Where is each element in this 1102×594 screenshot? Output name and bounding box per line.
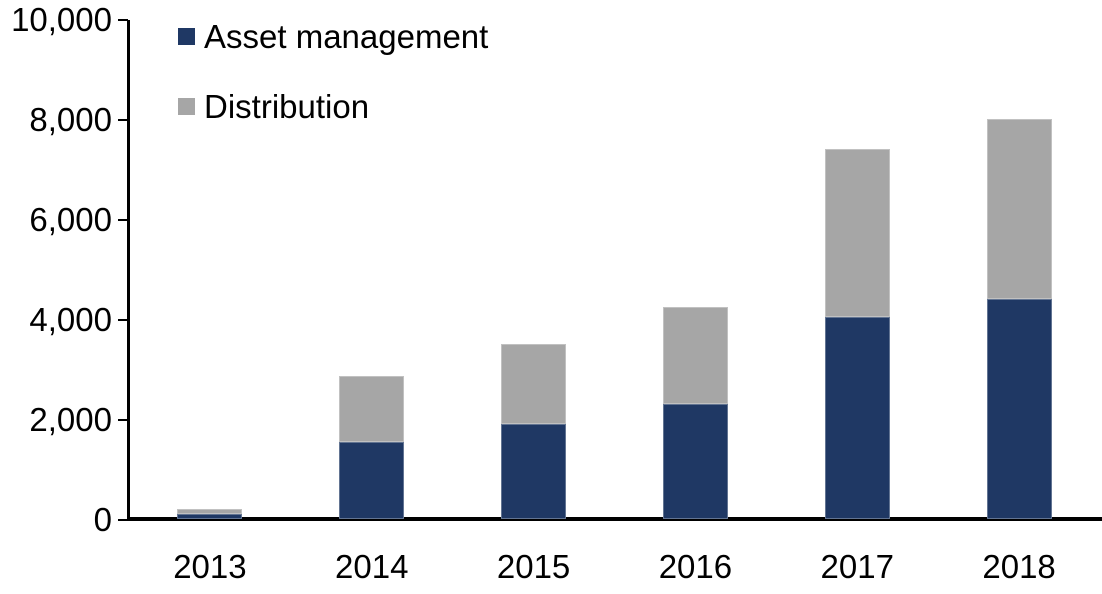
x-axis-label: 2017: [820, 548, 894, 585]
x-axis-label: 2016: [658, 548, 733, 585]
bar-segment-asset-management-2016: [662, 404, 728, 519]
legend-swatch-asset-management: [178, 28, 195, 45]
bar-segment-distribution-2018: [986, 119, 1052, 299]
y-axis-tick-label: 6,000: [29, 201, 112, 238]
y-axis-tick-label: 8,000: [29, 101, 112, 138]
bar-segment-asset-management-2014: [339, 441, 405, 519]
bar-segment-distribution-2016: [662, 306, 728, 404]
y-axis-tick: [118, 519, 128, 521]
bar-segment-distribution-2014: [339, 375, 405, 442]
y-axis-tick: [118, 119, 128, 121]
bar-segment-asset-management-2013: [177, 514, 243, 519]
x-axis-label: 2018: [982, 548, 1056, 585]
legend-label: Asset management: [204, 18, 489, 55]
y-axis-tick: [118, 19, 128, 21]
legend-label: Distribution: [204, 88, 370, 125]
y-axis-line: [127, 20, 130, 521]
bar-segment-distribution-2017: [824, 149, 890, 317]
x-axis-label: 2014: [335, 548, 409, 585]
bar-segment-asset-management-2017: [824, 316, 890, 519]
y-axis-tick-label: 2,000: [29, 401, 112, 438]
x-axis-label: 2013: [173, 548, 247, 585]
y-axis-tick: [118, 319, 128, 321]
x-axis-line: [127, 517, 1102, 521]
bar-segment-asset-management-2018: [986, 299, 1052, 519]
x-axis-label: 2015: [496, 548, 571, 585]
y-axis-tick: [118, 419, 128, 421]
bar-segment-asset-management-2015: [501, 424, 567, 519]
y-axis-tick-label: 10,000: [11, 1, 112, 38]
y-axis-tick: [118, 219, 128, 221]
y-axis-tick-label: 4,000: [29, 301, 112, 338]
legend-swatch-distribution: [178, 98, 195, 115]
bar-segment-distribution-2015: [501, 344, 567, 424]
y-axis-tick-label: 0: [93, 501, 112, 538]
bar-segment-distribution-2013: [177, 509, 243, 514]
